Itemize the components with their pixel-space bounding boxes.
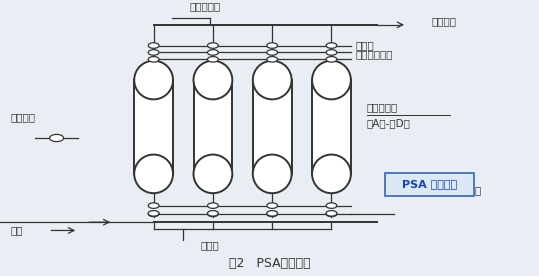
Text: 填料吸附塔: 填料吸附塔 xyxy=(367,103,398,113)
Ellipse shape xyxy=(253,155,292,193)
Bar xyxy=(253,80,292,174)
Ellipse shape xyxy=(134,61,173,99)
Circle shape xyxy=(326,57,337,62)
Circle shape xyxy=(148,211,159,216)
Text: 升压与冲洗管: 升压与冲洗管 xyxy=(356,49,393,59)
Circle shape xyxy=(267,57,278,62)
Text: PSA 工艺流程: PSA 工艺流程 xyxy=(402,179,458,189)
Text: 产品出气管: 产品出气管 xyxy=(189,1,220,11)
Circle shape xyxy=(326,211,337,217)
Bar xyxy=(312,80,351,174)
Text: 进气管: 进气管 xyxy=(201,240,219,250)
Circle shape xyxy=(267,43,278,48)
Circle shape xyxy=(326,211,337,216)
Circle shape xyxy=(148,203,159,208)
Circle shape xyxy=(208,50,218,55)
Text: 图2   PSA工艺流程: 图2 PSA工艺流程 xyxy=(229,258,310,270)
Ellipse shape xyxy=(134,155,173,193)
Ellipse shape xyxy=(253,61,292,99)
Text: 产品气体: 产品气体 xyxy=(431,16,456,26)
Circle shape xyxy=(50,134,64,142)
Circle shape xyxy=(267,203,278,208)
Ellipse shape xyxy=(194,155,232,193)
Circle shape xyxy=(148,57,159,62)
Circle shape xyxy=(148,211,159,217)
Ellipse shape xyxy=(194,61,232,99)
Text: 管: 管 xyxy=(474,185,481,195)
Ellipse shape xyxy=(312,61,351,99)
Circle shape xyxy=(208,43,218,48)
Text: （A）-（D）: （A）-（D） xyxy=(367,118,410,128)
FancyBboxPatch shape xyxy=(385,172,474,196)
Circle shape xyxy=(267,211,278,217)
Circle shape xyxy=(326,203,337,208)
Circle shape xyxy=(208,211,218,216)
Circle shape xyxy=(148,43,159,48)
Ellipse shape xyxy=(312,155,351,193)
Bar xyxy=(194,80,232,174)
Text: 进气: 进气 xyxy=(11,225,23,235)
Circle shape xyxy=(208,203,218,208)
Circle shape xyxy=(267,50,278,55)
Circle shape xyxy=(208,211,218,217)
Circle shape xyxy=(326,43,337,48)
Circle shape xyxy=(267,211,278,216)
Text: 均压管: 均压管 xyxy=(356,41,375,51)
Circle shape xyxy=(148,50,159,55)
Circle shape xyxy=(326,50,337,55)
Circle shape xyxy=(208,57,218,62)
Text: 开关阀门: 开关阀门 xyxy=(11,112,36,122)
Bar xyxy=(134,80,173,174)
